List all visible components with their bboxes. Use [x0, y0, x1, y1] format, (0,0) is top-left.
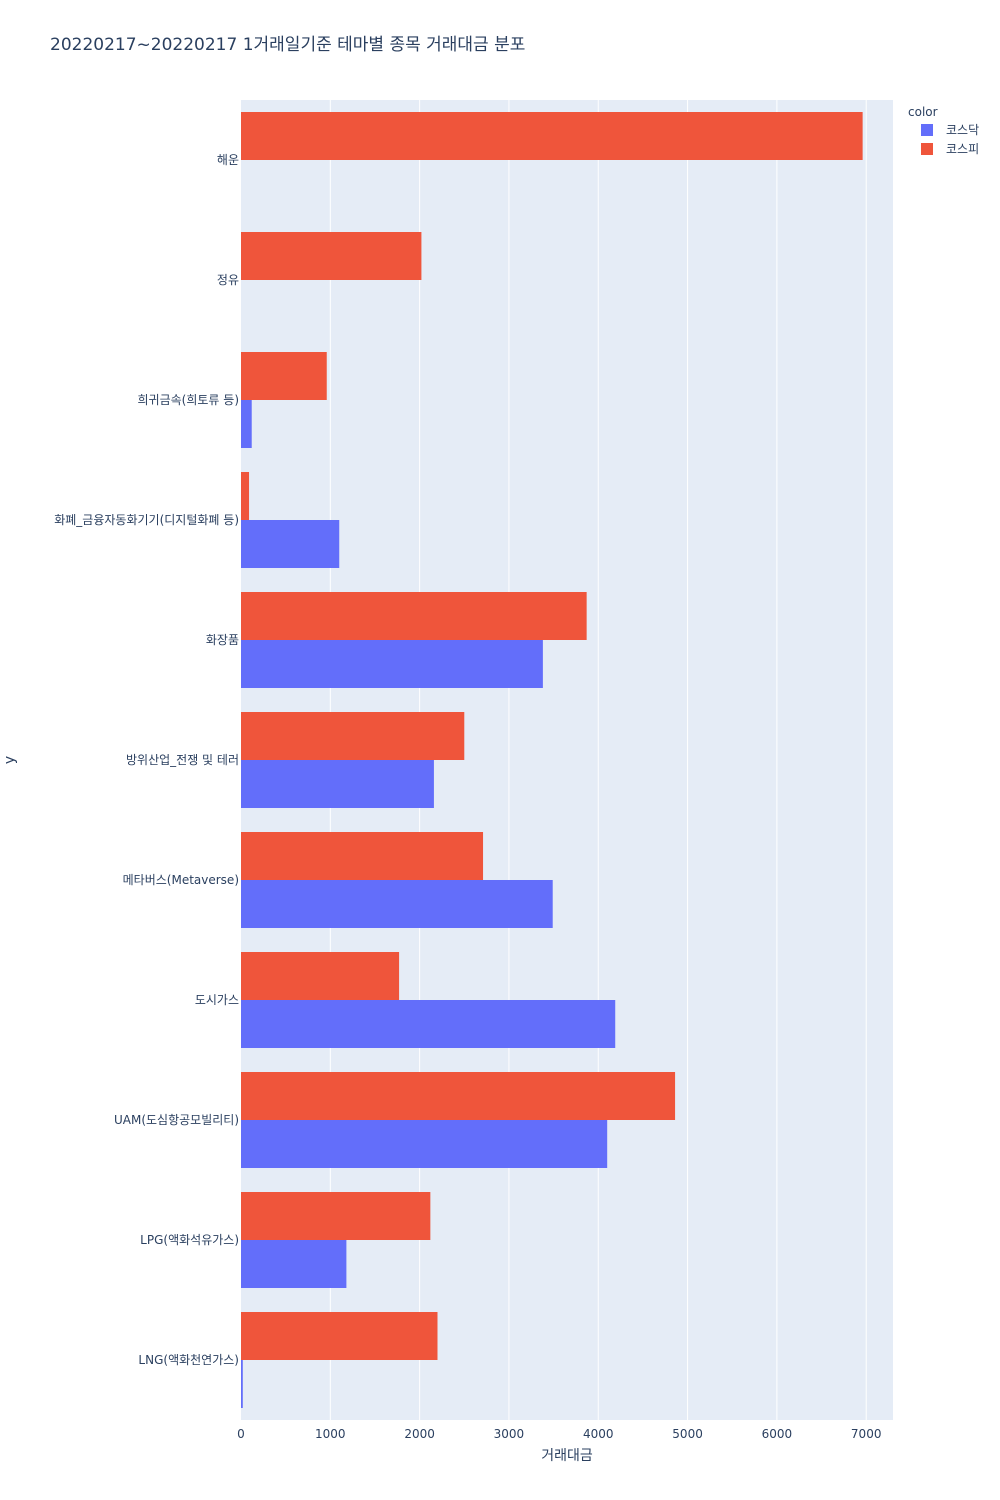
x-tick-label: 7000	[851, 1427, 882, 1441]
bar-kosdaq	[241, 1000, 616, 1048]
bar-kosdaq	[241, 400, 252, 448]
bar-kospi	[241, 352, 327, 400]
x-tick-label: 1000	[315, 1427, 346, 1441]
bar-kospi	[241, 1312, 438, 1360]
x-tick-label: 5000	[672, 1427, 703, 1441]
bar-kospi	[241, 112, 863, 160]
bars	[241, 112, 863, 1408]
bar-kosdaq	[241, 1240, 347, 1288]
bar-kospi	[241, 592, 587, 640]
bar-kospi	[241, 952, 400, 1000]
y-tick-label: 메타버스(Metaverse)	[123, 873, 239, 887]
y-tick-label: 화폐_금융자동화기기(디지털화폐 등)	[54, 513, 239, 527]
y-tick-label: UAM(도심항공모빌리티)	[114, 1113, 239, 1127]
y-tick-label: 희귀금속(희토류 등)	[138, 393, 240, 407]
bar-kosdaq	[241, 640, 543, 688]
x-tick-label: 6000	[762, 1427, 793, 1441]
bar-kospi	[241, 712, 465, 760]
y-tick-label: 정유	[217, 273, 239, 287]
y-tick-label: 방위산업_전쟁 및 테러	[126, 753, 239, 767]
x-tick-label: 2000	[404, 1427, 435, 1441]
x-axis-title: 거래대금	[541, 1448, 593, 1464]
y-tick-label: 도시가스	[195, 993, 239, 1007]
y-tick-label: 화장품	[206, 633, 239, 647]
legend-title: color	[908, 105, 938, 119]
legend-item-label: 코스닥	[946, 123, 979, 137]
x-tick-label: 3000	[494, 1427, 525, 1441]
legend-swatch	[921, 143, 933, 155]
y-axis-title: y	[2, 756, 18, 764]
bar-kospi	[241, 472, 250, 520]
y-tick-label: LNG(액화천연가스)	[138, 1352, 239, 1367]
bar-kosdaq	[241, 1360, 243, 1408]
bar-kosdaq	[241, 880, 553, 928]
chart-title: 20220217~20220217 1거래일기준 테마별 종목 거래대금 분포	[50, 35, 525, 55]
bar-kospi	[241, 1072, 676, 1120]
y-tick-label: 해운	[217, 153, 239, 167]
bar-kospi	[241, 832, 484, 880]
bar-kosdaq	[241, 520, 340, 568]
bar-kospi	[241, 1192, 431, 1240]
bar-kospi	[241, 232, 422, 280]
bar-kosdaq	[241, 760, 434, 808]
x-tick-label: 0	[237, 1427, 245, 1441]
legend-swatch	[921, 124, 933, 136]
x-tick-label: 4000	[583, 1427, 614, 1441]
x-tick-labels: 0 1000 2000 3000 4000 5000 6000 7000	[237, 1427, 881, 1441]
bar-kosdaq	[241, 1120, 608, 1168]
y-tick-label: LPG(액화석유가스)	[140, 1233, 239, 1247]
legend-item-label: 코스피	[946, 142, 979, 156]
